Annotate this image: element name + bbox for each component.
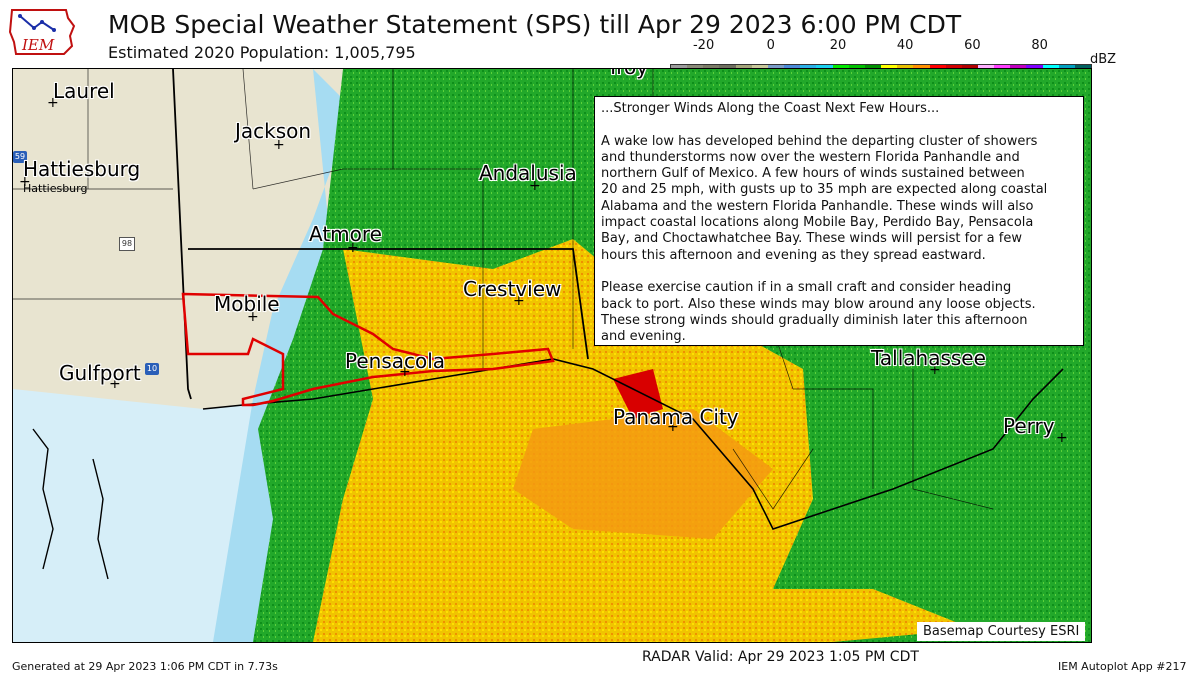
colorbar-tick-label: 0 [766, 38, 775, 53]
radar-orange [513, 409, 773, 539]
city-marker: + [273, 137, 285, 153]
city-marker: + [929, 362, 941, 378]
generated-timestamp: Generated at 29 Apr 2023 1:06 PM CDT in … [12, 660, 278, 673]
colorbar-tick-label: 20 [829, 38, 847, 53]
city-label: Andalusia [479, 161, 577, 185]
app-label: IEM Autoplot App #217 [1058, 660, 1187, 673]
coastline [202, 358, 1064, 530]
colorbar-tick-label: 40 [896, 38, 914, 53]
population-subtitle: Estimated 2020 Population: 1,005,795 [108, 43, 416, 62]
city-label: Atmore [309, 222, 382, 246]
svg-text:IEM: IEM [21, 36, 55, 54]
city-label: Perry [1003, 414, 1055, 438]
barrier-islands [32, 428, 109, 580]
city-marker: + [347, 240, 359, 256]
radar-light [213, 69, 433, 642]
statement-textbox: ...Stronger Winds Along the Coast Next F… [594, 96, 1084, 346]
radar-valid-time: RADAR Valid: Apr 29 2023 1:05 PM CDT [642, 649, 919, 665]
state-line [172, 69, 589, 400]
city-marker: + [399, 364, 411, 380]
us-route-shield: 98 [119, 237, 135, 251]
radar-red [613, 369, 663, 419]
city-marker: + [47, 95, 59, 111]
city-label: Tallahassee [871, 346, 986, 370]
colorbar-unit: dBZ [1090, 52, 1117, 67]
page-title: MOB Special Weather Statement (SPS) till… [108, 10, 962, 39]
city-marker: + [513, 293, 525, 309]
city-label: Gulfport [59, 361, 141, 385]
city-marker: + [247, 309, 259, 325]
city-marker: + [109, 376, 121, 392]
city-marker: + [667, 419, 679, 435]
city-marker: + [19, 174, 31, 190]
colorbar-tick-label: -20 [692, 38, 715, 53]
city-label: Jackson [235, 119, 312, 143]
interstate-shield: 10 [145, 363, 159, 375]
colorbar-tick-label: 60 [964, 38, 981, 53]
city-marker: + [529, 178, 541, 194]
warning-polygon[interactable] [181, 292, 555, 407]
colorbar-tick-label: 80 [1031, 38, 1048, 53]
iem-logo: IEM [8, 6, 80, 60]
interstate-shield: 59 [13, 151, 27, 163]
city-label-small: Hattiesburg [23, 182, 88, 195]
city-label: Laurel [53, 79, 115, 103]
city-label: Mobile [214, 292, 280, 316]
city-marker: + [1056, 430, 1068, 446]
basemap-credit: Basemap Courtesy ESRI [917, 622, 1086, 641]
city-label: Crestview [463, 277, 562, 301]
city-label: Troy [607, 69, 648, 79]
city-label: Pensacola [345, 349, 446, 373]
city-label: Panama City [613, 405, 739, 429]
city-label: Hattiesburg [23, 157, 141, 181]
